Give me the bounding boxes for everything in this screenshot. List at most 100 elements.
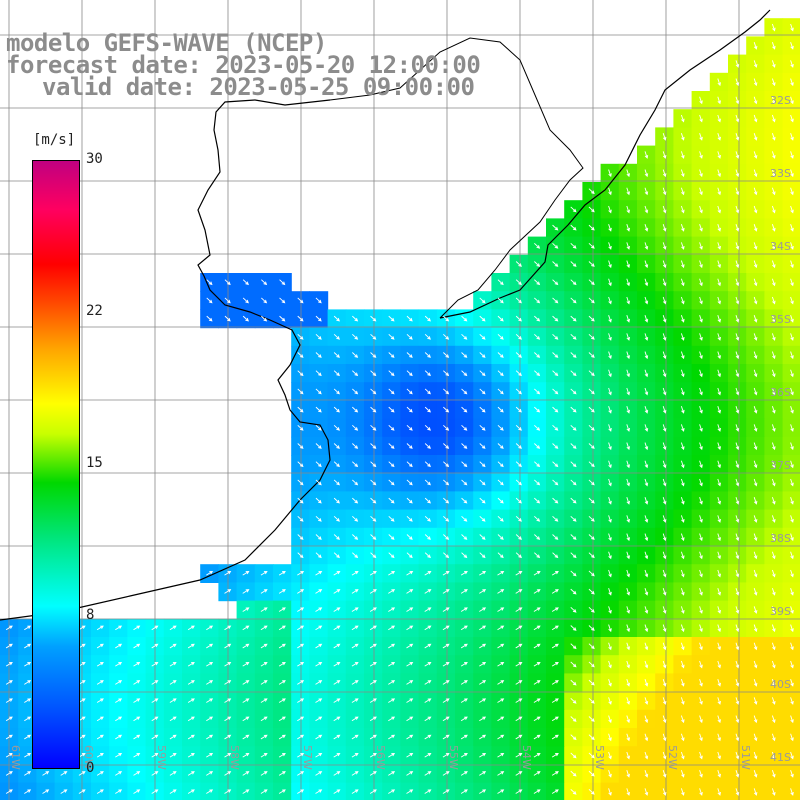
wind-arrow xyxy=(206,661,214,667)
wind-arrow xyxy=(588,479,595,486)
wind-arrow xyxy=(515,424,522,431)
wind-arrow xyxy=(515,552,522,559)
wind-arrow xyxy=(497,497,504,504)
wind-arrow xyxy=(680,114,685,123)
wind-arrow xyxy=(333,734,341,740)
wind-arrow xyxy=(588,388,595,395)
wind-arrow xyxy=(644,770,649,778)
wind-arrow xyxy=(790,642,794,651)
wind-arrow xyxy=(333,752,341,758)
wind-arrow xyxy=(753,424,758,432)
wind-arrow xyxy=(242,297,249,304)
wind-arrow xyxy=(753,715,758,724)
wind-arrow xyxy=(644,551,649,560)
wind-arrow xyxy=(406,370,413,377)
wind-arrow xyxy=(626,351,630,360)
wind-arrow xyxy=(460,752,468,758)
wind-arrow xyxy=(333,771,341,776)
wind-arrow xyxy=(626,588,630,596)
wind-arrow xyxy=(479,333,486,340)
wind-arrow xyxy=(260,607,268,612)
wind-arrow xyxy=(424,370,431,377)
wind-arrow xyxy=(115,625,123,631)
wind-arrow xyxy=(588,625,595,631)
wind-arrow xyxy=(699,442,703,451)
wind-arrow xyxy=(790,770,794,778)
wind-arrow xyxy=(699,133,703,141)
wind-arrow xyxy=(352,388,359,395)
wind-arrow xyxy=(680,133,685,141)
wind-arrow xyxy=(315,789,323,794)
wind-speed-cell xyxy=(782,655,800,674)
wind-arrow xyxy=(515,315,522,322)
wind-arrow xyxy=(224,680,232,685)
wind-arrow xyxy=(588,224,595,231)
wind-arrow xyxy=(735,442,740,451)
wind-arrow xyxy=(260,734,268,740)
wind-arrow xyxy=(551,771,559,776)
wind-arrow xyxy=(96,643,104,649)
wind-arrow xyxy=(644,606,649,614)
wind-arrow xyxy=(533,607,541,612)
wind-arrow xyxy=(570,315,577,322)
wind-arrow xyxy=(315,515,322,522)
wind-arrow xyxy=(644,351,649,360)
wind-arrow xyxy=(588,279,595,286)
wind-arrow xyxy=(424,333,431,340)
wind-arrow xyxy=(552,406,559,413)
wind-arrow xyxy=(24,625,32,631)
wind-arrow xyxy=(735,224,740,232)
wind-arrow xyxy=(790,460,794,469)
wind-arrow xyxy=(297,552,304,559)
wind-arrow xyxy=(644,296,649,305)
wind-arrow xyxy=(388,716,396,722)
wind-arrow xyxy=(515,443,522,449)
wind-arrow xyxy=(644,588,649,596)
wind-arrow xyxy=(278,698,286,703)
wind-arrow xyxy=(588,534,595,540)
wind-arrow xyxy=(533,698,541,703)
wind-arrow xyxy=(790,478,794,487)
wind-arrow xyxy=(315,406,322,413)
wind-arrow xyxy=(753,151,758,159)
wind-arrow xyxy=(608,333,612,341)
wind-arrow xyxy=(169,716,177,722)
wind-arrow xyxy=(735,770,740,778)
wind-arrow xyxy=(588,643,595,650)
wind-arrow xyxy=(388,552,395,559)
wind-arrow xyxy=(790,369,794,378)
wind-arrow xyxy=(680,351,685,360)
wind-arrow xyxy=(5,625,13,631)
wind-arrow xyxy=(588,570,595,577)
wind-arrow xyxy=(717,96,721,105)
colorbar-unit-label: [m/s] xyxy=(33,132,76,148)
wind-arrow xyxy=(534,388,541,395)
wind-arrow xyxy=(333,698,341,703)
wind-arrow xyxy=(369,570,377,576)
wind-arrow xyxy=(570,716,577,722)
wind-arrow xyxy=(406,661,414,667)
wind-arrow xyxy=(406,406,413,413)
wind-arrow xyxy=(333,552,340,559)
colorbar-tick-8: 8 xyxy=(86,607,95,623)
wind-arrow xyxy=(717,533,721,542)
wind-arrow xyxy=(497,515,504,522)
wind-arrow xyxy=(626,224,630,232)
wind-arrow xyxy=(680,642,685,651)
wind-arrow xyxy=(479,771,487,776)
wind-arrow xyxy=(333,534,340,540)
wind-arrow xyxy=(351,734,359,740)
wind-arrow xyxy=(224,297,231,304)
wind-arrow xyxy=(115,643,123,649)
wind-arrow xyxy=(369,643,377,649)
wind-speed-cell xyxy=(782,291,800,310)
wind-arrow xyxy=(479,698,487,703)
wind-arrow xyxy=(297,443,304,449)
longitude-label: 56W xyxy=(374,745,387,770)
wind-arrow xyxy=(552,315,559,322)
longitude-label: 59W xyxy=(155,745,168,770)
wind-arrow xyxy=(570,242,577,249)
wind-arrow xyxy=(533,789,541,794)
wind-arrow xyxy=(424,698,432,703)
